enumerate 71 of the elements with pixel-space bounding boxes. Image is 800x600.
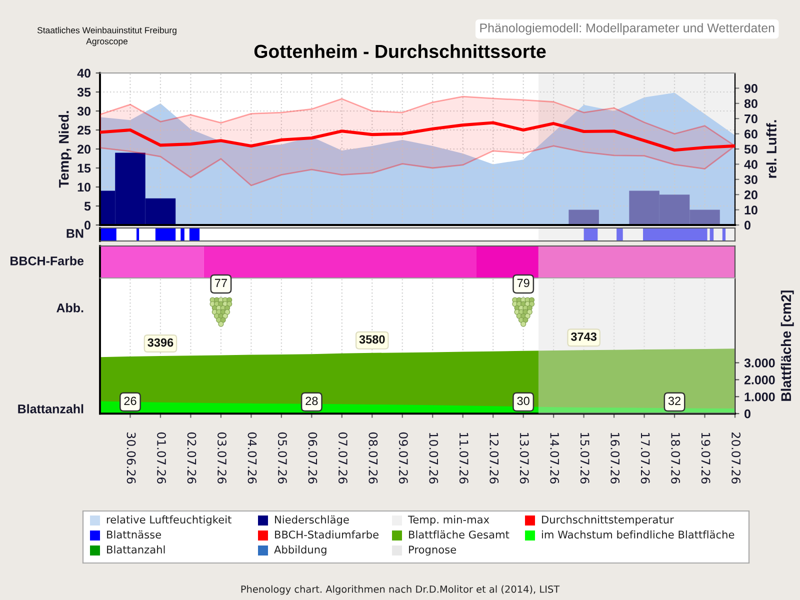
category-label: Blattfläche Gesamt (409, 530, 510, 539)
y2-tick-label: 60 (744, 130, 758, 138)
x-tick-label: 11.07.26 (459, 432, 468, 484)
annotation: 26 (124, 396, 136, 406)
annotation: 3743 (570, 332, 597, 341)
x-tick-label: 17.07.26 (640, 432, 650, 484)
x-tick-label: 12.07.26 (490, 432, 499, 484)
category-label: relative Luftfeuchtigkeit (106, 515, 232, 526)
annotation: 77 (214, 278, 227, 288)
category-label: Blattnässe (107, 530, 162, 539)
annotation: 28 (306, 396, 318, 406)
x-tick-label: 04.07.26 (248, 432, 257, 484)
text: Blattanzahl (18, 404, 84, 414)
category-label: BBCH-Stadiumfarbe (275, 530, 378, 539)
annotation: 79 (517, 278, 530, 288)
x-tick-label: 03.07.26 (218, 432, 226, 484)
category-label: im Wachstum befindliche Blattfläche (542, 530, 734, 539)
y-tick-label: 2.000 (744, 376, 775, 384)
annotation: 30 (517, 396, 530, 406)
category-label: Durchschnittstemperatur (542, 515, 674, 526)
y-tick-label: 5 (84, 202, 91, 211)
x-tick-label: 30.06.26 (126, 432, 136, 484)
annotation: 3396 (148, 338, 174, 347)
y2-tick-label: 50 (744, 144, 758, 154)
y-axis-title: Blattfläche [cm2] (780, 290, 794, 401)
text: Staatliches Weinbauinstitut Freiburg (37, 26, 176, 36)
chart-subtitle: Phänologiemodell: Modellparameter und Wetterdaten (480, 23, 774, 35)
x-tick-label: 15.07.26 (580, 432, 590, 484)
chart-title: Gottenheim - Durchschnittssorte (254, 44, 546, 58)
y-tick-label: 1.000 (744, 392, 775, 402)
annotation: 32 (668, 396, 680, 406)
y-tick-label: 15 (78, 164, 91, 173)
x-tick-label: 18.07.26 (671, 432, 680, 484)
x-tick-label: 02.07.26 (187, 432, 196, 484)
category-label: Blattanzahl (107, 545, 165, 554)
y-axis-title: BN (66, 229, 84, 238)
category-label: Prognose (409, 546, 456, 556)
y-tick-label: 0 (744, 409, 750, 418)
category-label: Abbildung (274, 545, 326, 556)
y2-tick-label: 80 (744, 99, 758, 108)
x-tick-label: 13.07.26 (520, 432, 529, 484)
y-tick-label: 10 (78, 182, 90, 192)
y-tick-label: 30 (77, 106, 90, 116)
x-tick-label: 06.07.26 (308, 432, 318, 484)
y2-tick-label: 90 (744, 84, 758, 93)
y-tick-label: 35 (77, 88, 91, 97)
y2-axis-title: rel. Luftf. (766, 120, 776, 178)
y-tick-label: 20 (78, 144, 90, 154)
y2-tick-label: 70 (744, 114, 758, 124)
x-tick-label: 05.07.26 (278, 432, 287, 484)
y-tick-label: 25 (78, 126, 91, 135)
y-axis-title: Temp, Nied. (58, 111, 72, 188)
text: Phenology chart. Algorithmen nach Dr.D.Molitor et al (2014), LIST (241, 585, 560, 595)
text: Abb. (56, 303, 84, 312)
category-label: Temp. min-max (408, 515, 490, 526)
x-tick-label: 10.07.26 (429, 432, 438, 484)
category-label: Niederschläge (275, 515, 349, 526)
x-tick-label: 19.07.26 (701, 432, 710, 484)
x-tick-label: 20.07.26 (732, 432, 741, 484)
x-tick-label: 01.07.26 (157, 432, 166, 484)
x-tick-label: 09.07.26 (398, 432, 408, 484)
x-tick-label: 08.07.26 (368, 432, 378, 484)
y-axis-title: BBCH-Farbe (10, 256, 84, 266)
y-tick-label: 40 (77, 68, 90, 78)
text: Agroscope (86, 38, 128, 46)
x-tick-label: 14.07.26 (550, 432, 560, 484)
x-tick-label: 07.07.26 (338, 432, 348, 484)
y-tick-label: 0 (84, 220, 90, 230)
x-tick-label: 16.07.26 (610, 432, 620, 484)
y-tick-label: 3.000 (744, 358, 775, 368)
annotation: 3580 (359, 335, 385, 344)
